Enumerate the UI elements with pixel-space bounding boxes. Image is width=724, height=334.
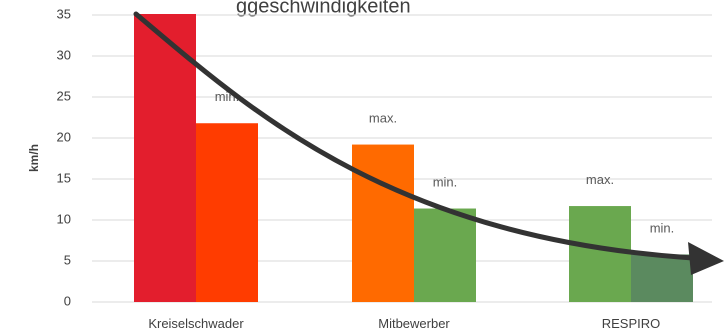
y-tick-label: 5: [64, 252, 71, 267]
bar: [631, 254, 693, 302]
y-tick-label: 15: [57, 170, 71, 185]
y-tick-label: 0: [64, 293, 71, 308]
x-category-label: RESPIRO: [602, 316, 661, 331]
bar: [414, 208, 476, 302]
y-tick-label: 10: [57, 211, 71, 226]
y-axis-label: km/h: [27, 144, 41, 172]
bar: [134, 14, 196, 302]
bar: [569, 206, 631, 302]
bar: [196, 123, 258, 303]
y-tick-label: 30: [57, 47, 71, 62]
y-tick-label: 20: [57, 129, 71, 144]
data-label: max.: [369, 111, 397, 126]
y-tick-label: 25: [57, 88, 71, 103]
data-label: max.: [586, 172, 614, 187]
x-axis-categories: Kreiselschwader Mitbewerber RESPIRO: [148, 316, 660, 331]
trend-arrow-head: [688, 242, 724, 275]
chart-title: ggeschwindigkeiten: [236, 0, 411, 17]
trend-arrow: [133, 11, 724, 275]
y-axis-ticks: 0 5 10 15 20 25 30 35: [57, 6, 71, 308]
data-label: min.: [650, 220, 675, 235]
bars: [134, 14, 693, 303]
y-tick-label: 35: [57, 6, 71, 21]
data-labels: max.max.min.min.min.: [215, 89, 675, 235]
data-label: min.: [433, 175, 458, 190]
bar: [352, 144, 414, 302]
trend-arrow-line: [133, 11, 696, 261]
x-category-label: Mitbewerber: [378, 316, 450, 331]
x-category-label: Kreiselschwader: [148, 316, 244, 331]
